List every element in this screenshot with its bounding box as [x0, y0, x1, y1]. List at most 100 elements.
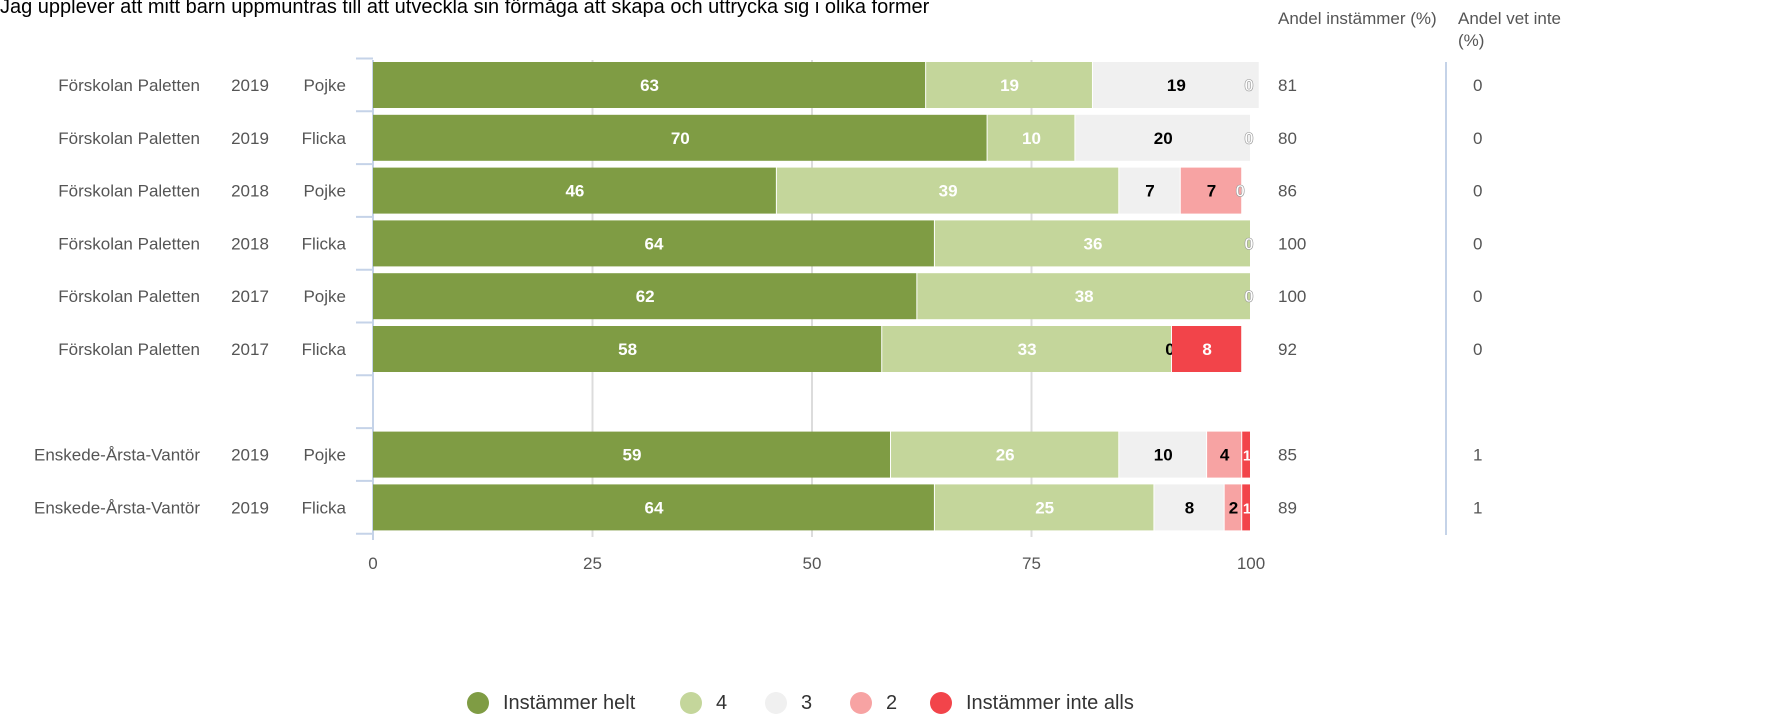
andel-instammer-value: 100 — [1278, 234, 1306, 253]
bar-segment — [1119, 431, 1207, 478]
andel-instammer-value: 81 — [1278, 76, 1297, 95]
chart-title: Jag upplever att mitt barn uppmuntras ti… — [0, 0, 930, 18]
row-year-label: 2018 — [231, 182, 269, 201]
column-header-andel-vet-inte: Andel vet inte (%) — [1458, 8, 1578, 52]
bar-data-label: 0 — [1165, 340, 1174, 359]
bar-data-label: 46 — [565, 182, 584, 201]
bar-data-label: 1 — [1243, 448, 1251, 465]
bar-segment — [934, 220, 1250, 267]
row-unit-label: Förskolan Paletten — [58, 340, 200, 359]
bar-segment — [373, 273, 917, 320]
bar-segment — [1207, 431, 1242, 478]
x-tick-label: 100 — [1237, 554, 1265, 573]
bar-data-label: 1 — [1243, 500, 1251, 517]
bar-data-label: 10 — [1022, 129, 1041, 148]
row-year-label: 2019 — [231, 446, 269, 465]
bar-segment — [917, 273, 1250, 320]
legend-marker — [680, 692, 702, 714]
bar-segment — [373, 167, 776, 214]
column-header-andel-instammer-text: Andel instämmer (%) — [1278, 9, 1437, 28]
x-tick-label: 50 — [803, 554, 822, 573]
andel-instammer-value: 92 — [1278, 340, 1297, 359]
bar-data-label: 39 — [939, 182, 958, 201]
bar-data-label: 20 — [1154, 129, 1173, 148]
bar-data-label: 0 — [1244, 287, 1253, 306]
bar-data-label: 4 — [1220, 446, 1230, 465]
row-gender-label: Pojke — [303, 446, 346, 465]
row-unit-label: Enskede-Årsta-Vantör — [34, 446, 200, 465]
row-year-label: 2018 — [231, 234, 269, 253]
row-unit-label: Förskolan Paletten — [58, 287, 200, 306]
andel-instammer-value: 100 — [1278, 287, 1306, 306]
bar-segment — [373, 114, 987, 161]
bar-segment — [934, 484, 1154, 531]
andel-vet-inte-value: 0 — [1473, 287, 1482, 306]
andel-vet-inte-value: 0 — [1473, 76, 1482, 95]
legend-item[interactable]: 3 — [765, 688, 812, 718]
andel-vet-inte-value: 0 — [1473, 340, 1482, 359]
bar-data-label: 19 — [1167, 76, 1186, 95]
bar-segment — [891, 431, 1119, 478]
bar-data-label: 58 — [618, 340, 637, 359]
bar-data-label: 64 — [644, 234, 663, 253]
bar-segment — [1224, 484, 1242, 531]
bar-data-label: 0 — [1244, 76, 1253, 95]
row-unit-label: Förskolan Paletten — [58, 76, 200, 95]
bar-segment — [1092, 62, 1259, 108]
bar-data-label: 8 — [1185, 498, 1194, 517]
legend-label: Instämmer inte alls — [966, 691, 1134, 714]
x-tick-label: 25 — [583, 554, 602, 573]
bar-segment — [373, 431, 891, 478]
bar-data-label: 26 — [996, 446, 1015, 465]
column-header-andel-instammer: Andel instämmer (%) — [1278, 8, 1438, 30]
bar-segment — [1154, 484, 1224, 531]
bar-data-label: 7 — [1207, 182, 1216, 201]
bar-segment — [1242, 431, 1250, 478]
legend-item[interactable]: Instämmer inte alls — [930, 688, 1134, 718]
bar-segment — [987, 114, 1075, 161]
row-gender-label: Flicka — [302, 498, 347, 517]
bar-data-label: 59 — [623, 446, 642, 465]
legend-item[interactable]: 2 — [850, 688, 897, 718]
bar-data-label: 33 — [1018, 340, 1037, 359]
legend-marker — [765, 692, 787, 714]
andel-vet-inte-value: 1 — [1473, 498, 1482, 517]
legend-marker — [467, 692, 489, 714]
legend-marker — [930, 692, 952, 714]
bar-segment — [1171, 326, 1242, 372]
bar-segment — [373, 484, 934, 531]
row-gender-label: Pojke — [303, 76, 346, 95]
legend-item[interactable]: 4 — [680, 688, 727, 718]
bar-data-label: 19 — [1000, 76, 1019, 95]
bar-segment — [373, 220, 934, 267]
bar-data-label: 36 — [1083, 234, 1102, 253]
chart-legend: Instämmer helt 4 3 2 Instämmer inte alls — [0, 688, 1791, 718]
legend-label: Instämmer helt — [503, 691, 636, 714]
row-unit-label: Förskolan Paletten — [58, 234, 200, 253]
bar-segment — [926, 62, 1092, 108]
bar-segment — [1075, 114, 1250, 161]
bar-data-label: 7 — [1145, 182, 1154, 201]
andel-instammer-value: 86 — [1278, 182, 1297, 201]
bar-data-label: 62 — [636, 287, 655, 306]
andel-instammer-value: 85 — [1278, 446, 1297, 465]
bar-segment — [1180, 167, 1242, 214]
bar-data-label: 10 — [1154, 446, 1173, 465]
x-tick-label: 75 — [1022, 554, 1041, 573]
row-gender-label: Pojke — [303, 182, 346, 201]
row-gender-label: Pojke — [303, 287, 346, 306]
andel-instammer-value: 80 — [1278, 129, 1297, 148]
legend-label: 3 — [801, 691, 813, 714]
andel-vet-inte-value: 1 — [1473, 446, 1482, 465]
legend-item[interactable]: Instämmer helt — [467, 688, 635, 718]
bar-data-label: 0 — [1244, 234, 1253, 253]
andel-vet-inte-value: 0 — [1473, 234, 1482, 253]
bar-data-label: 0 — [1235, 182, 1244, 201]
bar-data-label: 25 — [1035, 498, 1054, 517]
row-year-label: 2019 — [231, 76, 269, 95]
row-unit-label: Förskolan Paletten — [58, 129, 200, 148]
legend-label: 4 — [716, 691, 728, 714]
andel-instammer-value: 89 — [1278, 498, 1297, 517]
row-unit-label: Enskede-Årsta-Vantör — [34, 498, 200, 517]
